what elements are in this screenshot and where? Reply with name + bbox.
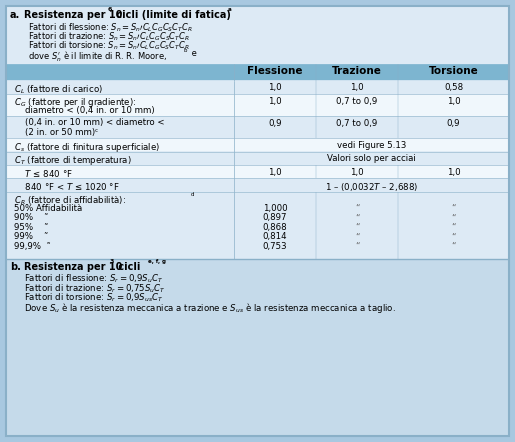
Text: $C_T$ (fattore di temperatura): $C_T$ (fattore di temperatura) <box>14 155 131 168</box>
Text: b: b <box>184 47 187 53</box>
Text: 0,7 to 0,9: 0,7 to 0,9 <box>336 119 377 128</box>
Text: 1,0: 1,0 <box>350 168 364 177</box>
Text: 840 °F < $T$ ≤ 1020 °F: 840 °F < $T$ ≤ 1020 °F <box>14 182 119 193</box>
Text: cicli: cicli <box>115 262 141 272</box>
Text: 1 – (0,0032$T$ – 2,688): 1 – (0,0032$T$ – 2,688) <box>325 182 418 194</box>
Text: 0,897: 0,897 <box>263 213 287 222</box>
Text: dove $S_n'$ è il limite di R. R. Moore,: dove $S_n'$ è il limite di R. R. Moore, <box>28 50 167 64</box>
Text: d: d <box>191 193 195 198</box>
Text: 0,814: 0,814 <box>263 232 287 241</box>
Text: “: “ <box>451 242 456 251</box>
Text: Fattori di flessione: $S_r = 0{,}9S_u C_T$: Fattori di flessione: $S_r = 0{,}9S_u C_… <box>24 273 164 286</box>
Text: Resistenza per 10: Resistenza per 10 <box>24 9 123 19</box>
Text: “: “ <box>355 242 359 251</box>
Text: 3: 3 <box>110 259 114 264</box>
Bar <box>6 116 509 138</box>
Text: Dove $S_u$ è la resistenza meccanica a trazione e $S_{us}$ è la resistenza mecca: Dove $S_u$ è la resistenza meccanica a t… <box>24 301 396 316</box>
Text: diametro < (0,4 in. or 10 mm): diametro < (0,4 in. or 10 mm) <box>14 107 154 115</box>
Text: 99%    ˜: 99% ˜ <box>14 232 48 241</box>
Bar <box>6 64 509 80</box>
Text: Fattori di trazione: $S_n = S_n\prime C_L C_G C_S C_T C_R$: Fattori di trazione: $S_n = S_n\prime C_… <box>28 30 190 43</box>
Text: 1,0: 1,0 <box>268 84 282 92</box>
Text: 95%    ˜: 95% ˜ <box>14 223 48 232</box>
Text: a.: a. <box>10 9 20 19</box>
Text: Resistenza per 10: Resistenza per 10 <box>24 262 123 272</box>
Text: (0,4 in. or 10 mm) < diametro <: (0,4 in. or 10 mm) < diametro < <box>14 118 164 127</box>
Bar <box>6 165 509 179</box>
Text: Flessione: Flessione <box>247 66 303 76</box>
Text: “: “ <box>451 213 456 222</box>
Text: $T$ ≤ 840 °F: $T$ ≤ 840 °F <box>14 168 73 179</box>
Text: Fattori di torsione: $S_r = 0{,}9S_{us} C_T$: Fattori di torsione: $S_r = 0{,}9S_{us} … <box>24 292 164 305</box>
Text: Fattori di torsione: $S_n = S_n\prime C_L C_G C_S C_T C_R$: Fattori di torsione: $S_n = S_n\prime C_… <box>28 40 190 53</box>
Text: b.: b. <box>10 262 21 272</box>
Text: 1,0: 1,0 <box>447 168 460 177</box>
Text: 1,0: 1,0 <box>447 97 460 106</box>
Bar <box>6 192 509 259</box>
Text: 50% Affidabilità: 50% Affidabilità <box>14 204 82 213</box>
Bar <box>6 94 509 116</box>
Text: Fattori di flessione: $S_n = S_n\prime C_L C_G C_S C_T C_R$: Fattori di flessione: $S_n = S_n\prime C… <box>28 21 193 34</box>
Text: 0,9: 0,9 <box>447 119 460 128</box>
Text: “: “ <box>355 204 359 213</box>
Text: Torsione: Torsione <box>428 66 478 76</box>
Text: 0,868: 0,868 <box>263 223 287 232</box>
Text: Trazione: Trazione <box>332 66 382 76</box>
Text: $C_s$ (fattore di finitura superficiale): $C_s$ (fattore di finitura superficiale) <box>14 141 160 154</box>
Bar <box>6 138 509 152</box>
Text: Fattori di trazione: $S_r = 0{,}75S_u C_T$: Fattori di trazione: $S_r = 0{,}75S_u C_… <box>24 282 166 295</box>
Text: $C_R$ (fattore di affidabilità):: $C_R$ (fattore di affidabilità): <box>14 194 126 207</box>
Text: “: “ <box>451 204 456 213</box>
Text: 0,58: 0,58 <box>444 84 463 92</box>
Text: 6: 6 <box>108 7 112 12</box>
Text: 90%    ˜: 90% ˜ <box>14 213 48 222</box>
Text: “: “ <box>451 223 456 232</box>
Text: 1,000: 1,000 <box>263 204 287 213</box>
Text: 99,9%  ˜: 99,9% ˜ <box>14 242 51 251</box>
Bar <box>6 179 509 192</box>
Text: (2 in. or 50 mm)ᶜ: (2 in. or 50 mm)ᶜ <box>14 129 98 137</box>
Text: 1,0: 1,0 <box>350 84 364 92</box>
Bar <box>6 6 509 64</box>
Text: 0,9: 0,9 <box>268 119 282 128</box>
Text: cicli (limite di fatica): cicli (limite di fatica) <box>113 9 231 19</box>
Text: $C_L$ (fattore di carico): $C_L$ (fattore di carico) <box>14 84 103 96</box>
Text: “: “ <box>451 232 456 241</box>
Text: vedi Figure 5.13: vedi Figure 5.13 <box>337 141 406 150</box>
Text: 1,0: 1,0 <box>268 168 282 177</box>
Bar <box>6 259 509 436</box>
Text: 0,753: 0,753 <box>263 242 287 251</box>
Text: e: e <box>189 50 197 58</box>
Text: “: “ <box>355 213 359 222</box>
Text: “: “ <box>355 232 359 241</box>
Text: $C_G$ (fattore per il gradiente):: $C_G$ (fattore per il gradiente): <box>14 96 136 110</box>
Text: 0,7 to 0,9: 0,7 to 0,9 <box>336 97 377 106</box>
Bar <box>6 80 509 94</box>
Text: a: a <box>228 7 232 12</box>
Text: e, f, g: e, f, g <box>148 259 166 264</box>
Bar <box>6 152 509 165</box>
Text: “: “ <box>355 223 359 232</box>
Text: Valori solo per acciai: Valori solo per acciai <box>327 155 416 164</box>
Text: 1,0: 1,0 <box>268 97 282 106</box>
